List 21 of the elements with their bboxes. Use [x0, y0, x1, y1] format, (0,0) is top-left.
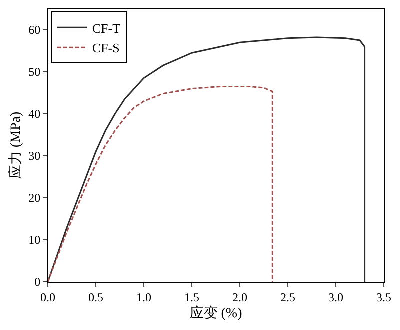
- x-tick-label: 2.5: [280, 290, 296, 304]
- y-tick-label: 10: [28, 233, 41, 248]
- y-tick-label: 60: [28, 23, 41, 38]
- legend-label: CF-T: [92, 20, 121, 36]
- y-tick-label: 40: [28, 107, 41, 122]
- legend-label: CF-S: [92, 40, 120, 56]
- y-tick-label: 50: [28, 65, 41, 80]
- line-series: [48, 86, 274, 282]
- y-tick-label: 20: [28, 191, 41, 206]
- x-tick-label: 0.0: [40, 290, 56, 304]
- x-axis-title: 应变 (%): [190, 306, 243, 322]
- x-tick-label: 1.5: [184, 290, 200, 304]
- x-tick-label: 3.0: [328, 290, 344, 304]
- y-tick-label: 0: [34, 275, 41, 290]
- y-axis-title: 应力 (MPa): [8, 112, 24, 180]
- x-tick-label: 1.0: [136, 290, 152, 304]
- x-tick-label: 2.0: [232, 290, 248, 304]
- x-tick-label: 3.5: [376, 290, 392, 304]
- x-tick-label: 0.5: [88, 290, 104, 304]
- line-series: [48, 36, 366, 282]
- y-tick-label: 30: [28, 149, 41, 164]
